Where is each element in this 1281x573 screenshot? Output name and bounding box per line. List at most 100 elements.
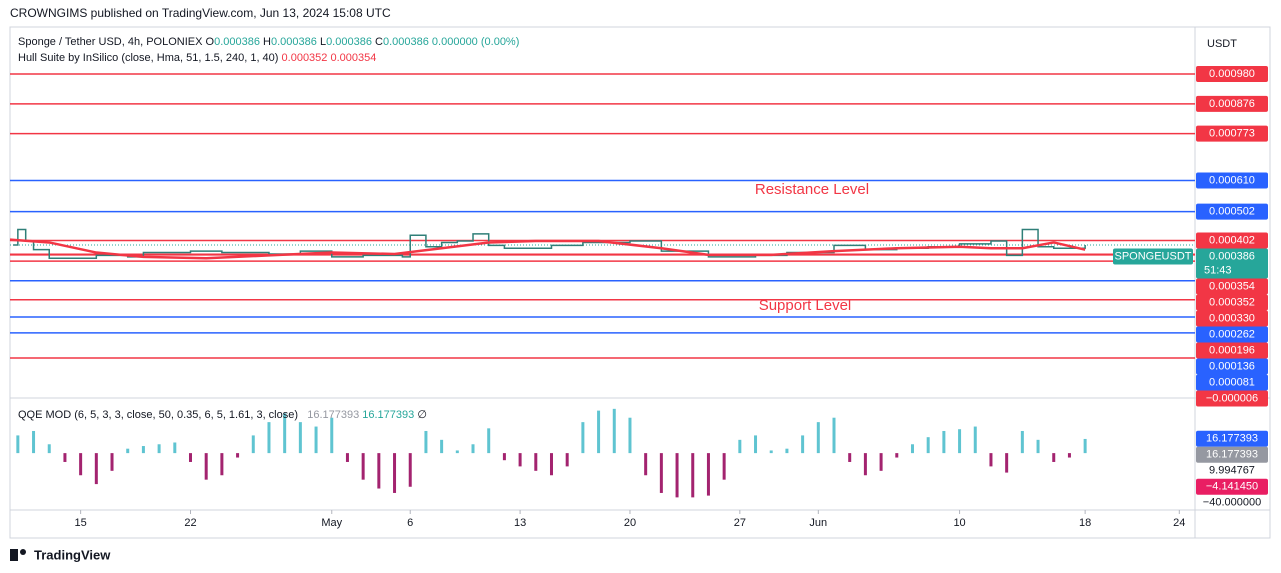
hull-title: Hull Suite by InSilico (close, Hma, 51, … — [18, 52, 279, 64]
hull-value: 0.000354 — [330, 52, 377, 64]
histogram-bar — [502, 453, 506, 461]
qqe-value: 16.177393 — [307, 409, 360, 421]
price-label-bg — [1196, 374, 1268, 391]
histogram-bar — [534, 453, 538, 471]
histogram-bar — [565, 453, 569, 467]
osc-label: 16.177393 — [1206, 433, 1258, 445]
price-label: −0.000006 — [1206, 392, 1258, 404]
histogram-bar — [832, 417, 836, 454]
qqe-status: ∅ — [417, 409, 427, 421]
price-label-bg — [1196, 342, 1268, 359]
histogram-bar — [236, 453, 240, 458]
ohlc-label: H — [263, 36, 271, 48]
histogram-bar — [675, 453, 679, 498]
price-label: 0.000196 — [1209, 344, 1255, 356]
histogram-bar — [659, 453, 663, 493]
x-tick-label: Jun — [809, 517, 827, 529]
price-label-bg — [1196, 278, 1268, 295]
main-legend: Sponge / Tether USD, 4h, POLONIEX O0.000… — [18, 36, 519, 48]
price-label-bg — [1196, 310, 1268, 327]
histogram-bar — [141, 446, 145, 454]
price-label-bg — [1196, 65, 1268, 82]
brand: TradingView — [34, 547, 111, 562]
ohlc-value: 0.000386 — [326, 36, 372, 48]
histogram-bar — [471, 444, 475, 454]
histogram-bar — [816, 422, 820, 454]
histogram-bar — [298, 422, 302, 454]
histogram-bar — [706, 453, 710, 496]
change: 0.000000 (0.00%) — [431, 36, 520, 48]
symbol-title: Sponge / Tether USD, 4h, POLONIEX — [18, 36, 203, 48]
price-label: 0.000402 — [1209, 234, 1255, 246]
x-tick-label: 22 — [184, 517, 196, 529]
histogram-bar — [863, 453, 867, 476]
x-tick-label: 20 — [624, 517, 636, 529]
histogram-bar — [377, 453, 381, 489]
histogram-bar — [220, 453, 224, 476]
histogram-bar — [989, 453, 993, 467]
ohlc: O0.000386 H0.000386 L0.000386 C0.000386 — [206, 36, 432, 48]
histogram-bar — [126, 448, 130, 454]
histogram-bar — [63, 453, 67, 462]
histogram-bar — [769, 450, 773, 454]
price-label-bg — [1196, 232, 1268, 249]
histogram-bar — [518, 453, 522, 467]
price-label-bg — [1196, 248, 1268, 279]
histogram-bar — [393, 453, 397, 493]
x-tick-label: 15 — [75, 517, 87, 529]
histogram-bar — [628, 417, 632, 454]
x-tick-label: 6 — [407, 517, 413, 529]
price-label-bg — [1196, 203, 1268, 220]
histogram-bar — [549, 453, 553, 476]
histogram-bar — [408, 453, 412, 487]
histogram-bar — [1083, 438, 1087, 454]
histogram-bar — [644, 453, 648, 476]
x-tick-label: 24 — [1173, 517, 1185, 529]
x-tick-label: 27 — [734, 517, 746, 529]
annotation: Support Level — [759, 297, 852, 314]
osc-label-bg — [1196, 446, 1268, 463]
osc-label: 16.177393 — [1206, 449, 1258, 461]
histogram-bar — [204, 453, 208, 480]
price-label-bg — [1196, 172, 1268, 189]
histogram-bar — [173, 442, 177, 454]
x-tick-label: 13 — [514, 517, 526, 529]
x-tick-label: 10 — [953, 517, 965, 529]
histogram-bar — [801, 435, 805, 454]
histogram-bar — [958, 429, 962, 454]
price-label-bg — [1196, 125, 1268, 142]
price-label: 0.000136 — [1209, 360, 1255, 372]
qqe-title: QQE MOD (6, 5, 3, 3, close, 50, 0.35, 6,… — [18, 409, 299, 421]
histogram-bar — [188, 453, 192, 462]
price-label: 0.000610 — [1209, 174, 1255, 186]
x-tick-label: May — [321, 517, 342, 529]
histogram-bar — [754, 435, 758, 454]
qqe-legend: QQE MOD (6, 5, 3, 3, close, 50, 0.35, 6,… — [18, 408, 427, 421]
price-label: 0.000980 — [1209, 68, 1255, 80]
histogram-bar — [424, 430, 428, 454]
histogram-bar — [1020, 430, 1024, 454]
ohlc-label: C — [375, 36, 383, 48]
ohlc-label: O — [205, 36, 215, 48]
countdown: 51:43 — [1204, 264, 1232, 276]
currency: USDT — [1207, 38, 1237, 50]
price-label-bg — [1196, 95, 1268, 112]
histogram-bar — [361, 453, 365, 480]
price-label: 0.000386 — [1209, 250, 1255, 262]
osc-label: −40.000000 — [1203, 497, 1261, 509]
histogram-bar — [926, 437, 930, 454]
ohlc-value: 0.000386 — [214, 36, 260, 48]
histogram-bar — [110, 453, 114, 471]
frame — [9, 26, 1271, 539]
osc-label: 9.994767 — [1209, 465, 1255, 477]
symbol-tag: SPONGEUSDT — [1114, 250, 1191, 262]
symbol-tag-bg — [1113, 248, 1193, 265]
x-tick-label: 18 — [1079, 517, 1091, 529]
histogram-bar — [581, 422, 585, 454]
histogram-bar — [251, 435, 255, 454]
price-label-bg — [1196, 294, 1268, 311]
publisher: CROWNGIMS published on TradingView.com, … — [10, 6, 391, 20]
histogram-bar — [79, 453, 83, 476]
